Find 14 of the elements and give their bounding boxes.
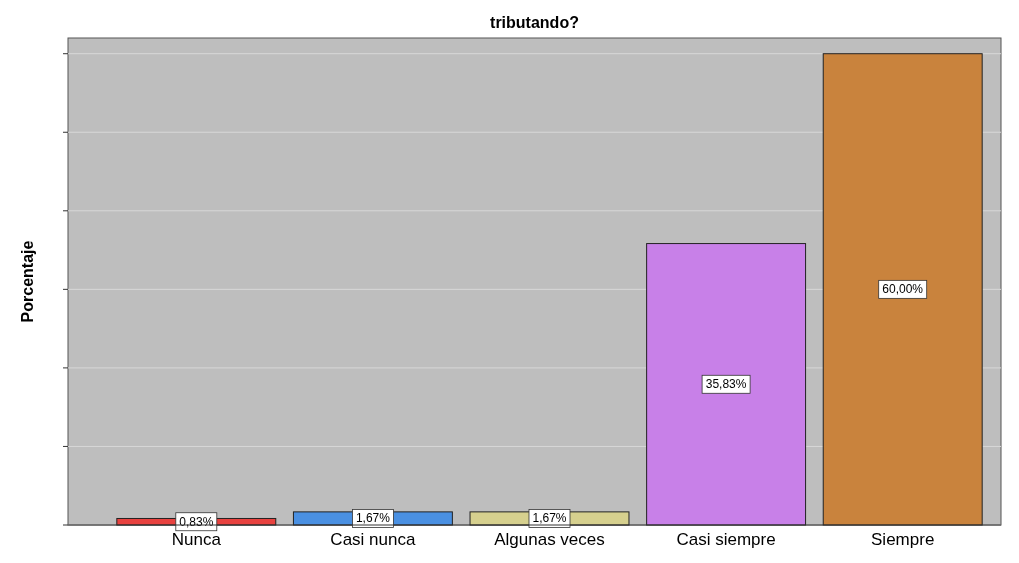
data-label: 1,67%: [355, 511, 391, 526]
x-tick-label: Algunas veces: [494, 530, 605, 549]
data-label: 1,67%: [532, 511, 567, 526]
bar: [822, 53, 983, 526]
x-tick-label: Siempre: [871, 530, 935, 549]
data-label: 35,83%: [705, 377, 747, 392]
chart-title: tributando?: [490, 14, 579, 31]
y-axis-title: Porcentaje: [19, 240, 36, 323]
bar: [646, 243, 807, 526]
x-tick-label: Nunca: [171, 530, 222, 549]
x-tick-label: Casi siempre: [676, 530, 776, 549]
data-label: 60,00%: [882, 282, 924, 297]
data-label: 0,83%: [179, 514, 214, 529]
x-tick-label: Casi nunca: [330, 530, 416, 549]
